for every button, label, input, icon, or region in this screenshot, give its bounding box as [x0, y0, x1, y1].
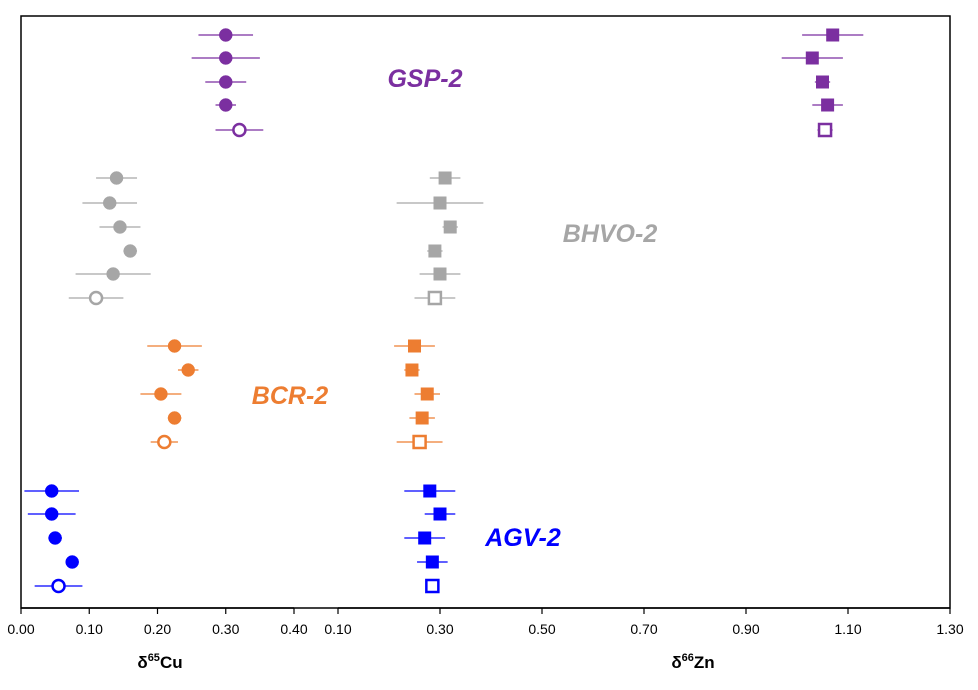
group-label-bhvo2: BHVO-2 — [563, 220, 658, 248]
data-point — [65, 555, 79, 569]
x-tick-label: 0.50 — [528, 621, 555, 637]
x-tick-label: 0.00 — [7, 621, 34, 637]
data-point — [423, 484, 437, 498]
data-point — [44, 507, 59, 521]
data-point — [427, 290, 443, 306]
marks-layer — [24, 28, 864, 594]
data-point — [433, 267, 447, 281]
group-label-agv2: AGV-2 — [484, 524, 561, 552]
data-point — [109, 171, 124, 185]
data-point — [219, 75, 233, 89]
x-tick-label: 0.70 — [630, 621, 657, 637]
data-point — [821, 98, 835, 112]
data-point — [420, 387, 434, 401]
data-point — [123, 244, 137, 258]
x-tick-label: 0.20 — [144, 621, 171, 637]
data-point — [826, 28, 840, 42]
data-point — [433, 507, 447, 521]
x-tick-label: 0.10 — [76, 621, 103, 637]
data-point — [167, 411, 182, 425]
data-point — [167, 339, 182, 353]
data-point — [443, 220, 457, 234]
data-point — [219, 28, 233, 42]
plot-frame — [20, 15, 951, 609]
data-point — [412, 434, 427, 450]
x-tick-label: 1.10 — [834, 621, 861, 637]
data-point — [44, 484, 59, 498]
x-tick-label: 0.90 — [732, 621, 759, 637]
data-point — [425, 578, 440, 594]
x-tick-label: 1.30 — [936, 621, 963, 637]
data-point — [48, 531, 62, 545]
data-point — [418, 531, 432, 545]
data-point — [181, 363, 195, 377]
data-point — [428, 244, 442, 258]
data-point — [232, 122, 247, 138]
data-point — [817, 122, 833, 138]
data-point — [425, 555, 439, 569]
data-point — [408, 339, 421, 353]
x-tick-label: 0.10 — [324, 621, 351, 637]
data-point — [433, 196, 447, 210]
data-point — [51, 578, 66, 594]
data-point — [219, 98, 233, 112]
x-axis-title-zn: δ66Zn — [671, 652, 714, 672]
x-tick-label: 0.30 — [212, 621, 239, 637]
data-point — [106, 267, 120, 281]
x-axis-title-cu: δ65Cu — [137, 652, 182, 672]
data-point — [438, 171, 452, 185]
axes-layer: 0.00 0.10 0.20 0.30 0.40 0.10 0.30 0.50 0.70 0.90… — [7, 607, 964, 637]
x-tick-label: 0.30 — [426, 621, 453, 637]
group-label-gsp2: GSP-2 — [387, 65, 462, 93]
data-point — [88, 290, 104, 306]
data-point — [805, 51, 819, 65]
data-point — [415, 411, 429, 425]
data-point — [113, 220, 127, 234]
data-point — [219, 51, 233, 65]
data-point — [405, 363, 419, 377]
data-point — [102, 196, 117, 210]
data-point — [157, 434, 172, 450]
data-point — [154, 387, 168, 401]
x-tick-label: 0.40 — [280, 621, 307, 637]
data-point — [816, 75, 829, 89]
group-label-bcr2: BCR-2 — [252, 382, 328, 410]
